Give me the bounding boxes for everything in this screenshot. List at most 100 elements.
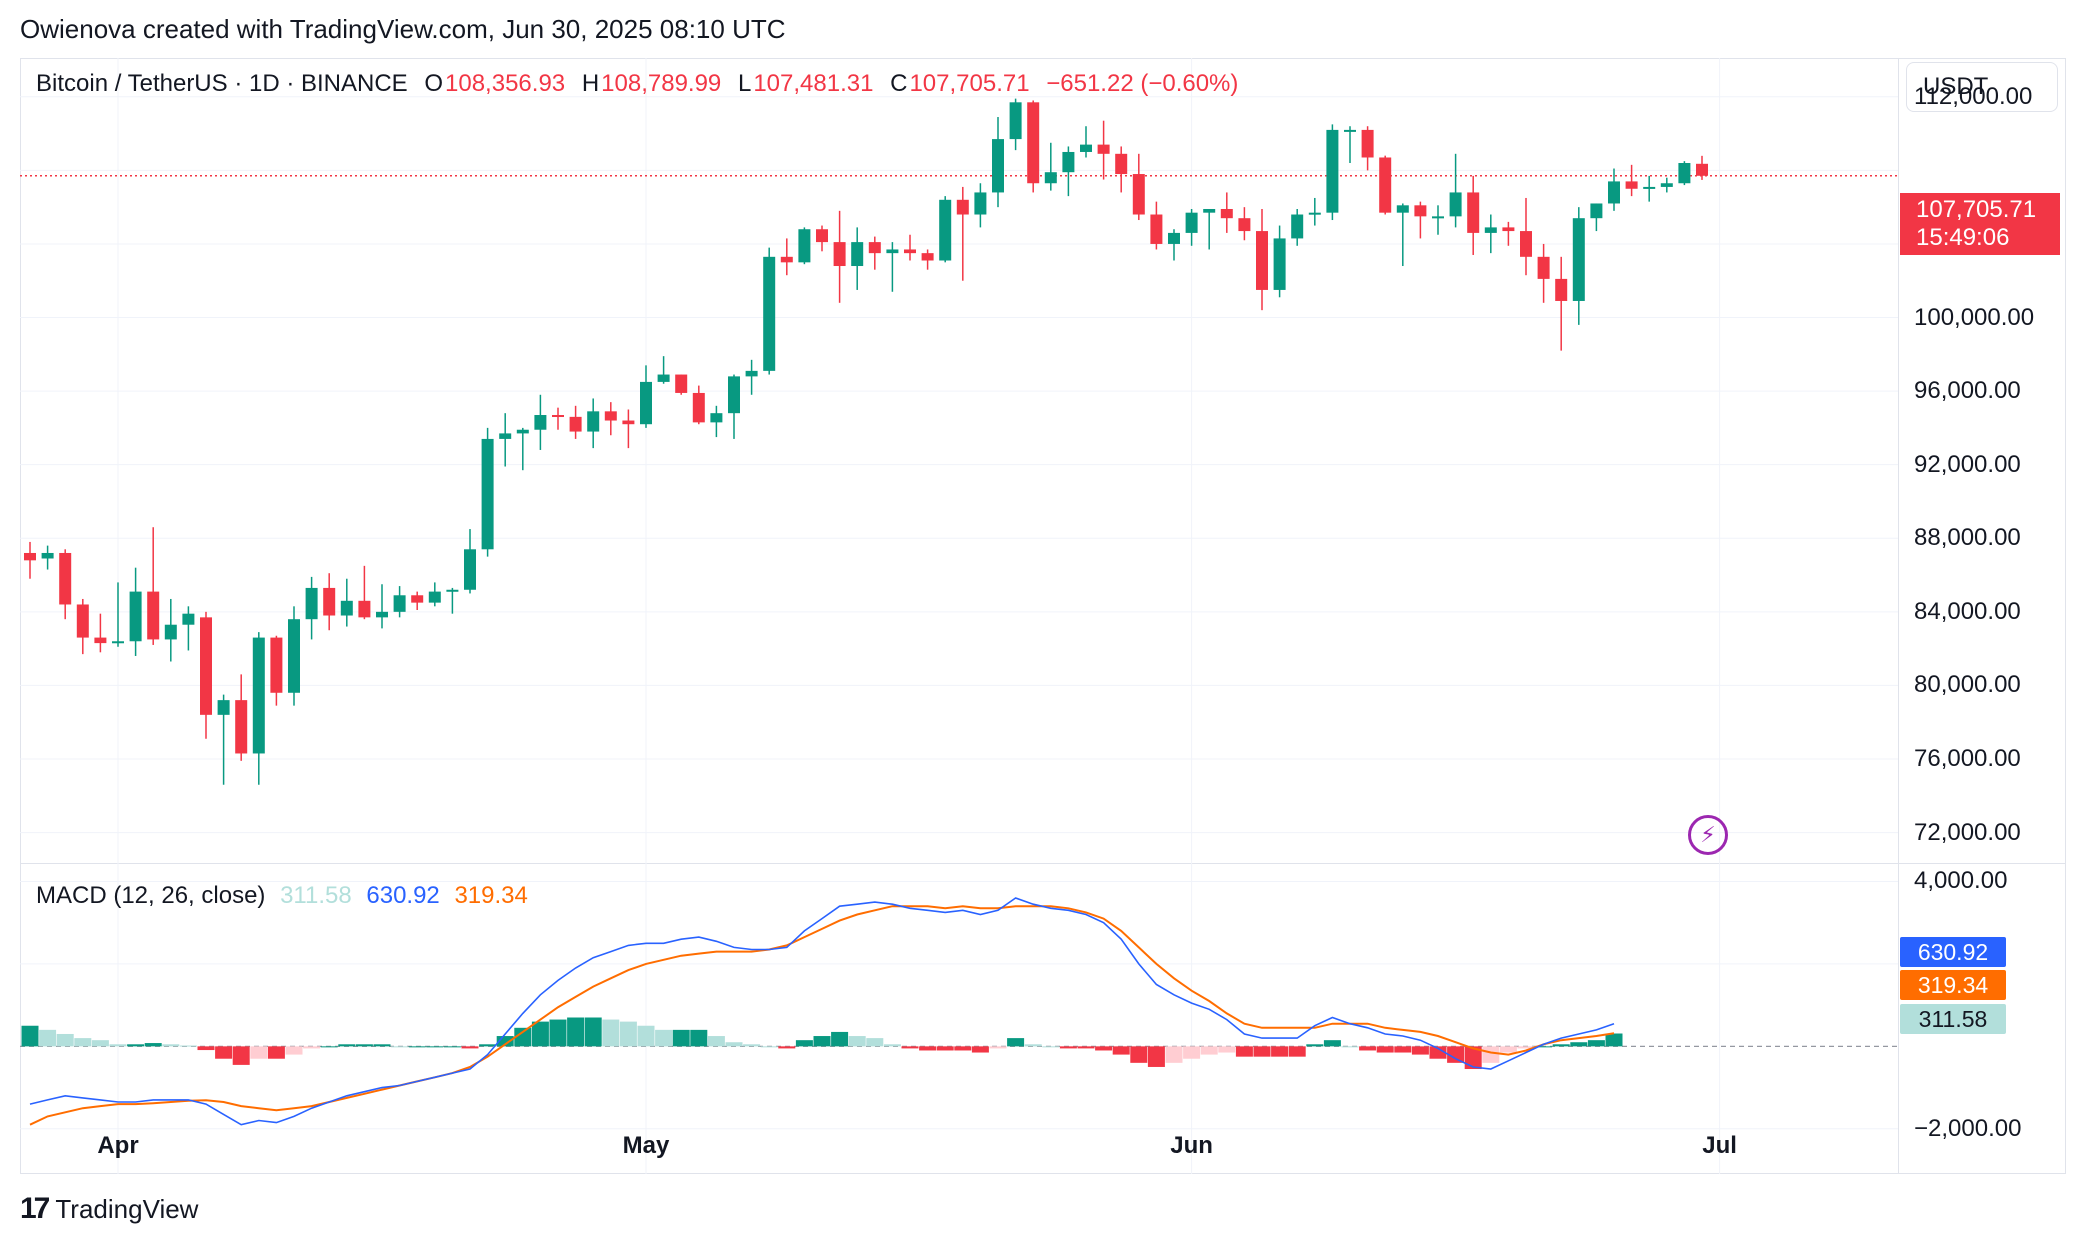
macd-histogram-bar xyxy=(408,1046,426,1048)
macd-histogram-bar xyxy=(461,1046,479,1049)
candle-body xyxy=(1484,227,1497,233)
candle-body xyxy=(428,591,441,603)
candle-body xyxy=(939,199,952,261)
candle-body xyxy=(1344,129,1356,132)
last-price-tag: 107,705.71 15:49:06 xyxy=(1900,193,2060,255)
candle-body xyxy=(411,595,424,603)
lightning-icon[interactable]: ⚡ xyxy=(1688,815,1728,855)
macd-histogram-bar xyxy=(1253,1046,1271,1057)
candle-body xyxy=(534,415,547,430)
macd-histogram-bar xyxy=(514,1027,532,1047)
macd-histogram-bar xyxy=(1130,1046,1148,1063)
candle-body xyxy=(481,438,494,550)
candle-body xyxy=(446,589,459,592)
macd-histogram-bar xyxy=(338,1044,356,1047)
high-value: 108,789.99 xyxy=(601,70,722,97)
candle-body xyxy=(1080,144,1092,152)
macd-histogram-bar xyxy=(74,1038,92,1047)
macd-histogram-bar xyxy=(1165,1046,1183,1063)
candle-body xyxy=(112,641,124,644)
chart-attribution: Owienova created with TradingView.com, J… xyxy=(20,14,786,44)
candle-body xyxy=(1537,256,1550,279)
candle-body xyxy=(1185,212,1198,233)
macd-histogram-bar xyxy=(971,1046,989,1053)
symbol-name[interactable]: Bitcoin / TetherUS · 1D · BINANCE xyxy=(36,70,408,97)
candle-body xyxy=(1291,214,1304,239)
candle-body xyxy=(745,370,758,377)
macd-histogram-bar xyxy=(355,1044,373,1047)
candle-body xyxy=(270,637,283,693)
macd-histogram-bar xyxy=(179,1045,197,1047)
candle-body xyxy=(956,199,969,215)
open-label: O xyxy=(424,70,444,97)
macd-histogram-bar xyxy=(21,1025,39,1047)
candle-body xyxy=(1115,153,1128,175)
macd-histogram-bar xyxy=(637,1025,655,1047)
macd-histogram-bar xyxy=(1552,1044,1570,1047)
candle-body xyxy=(217,700,230,715)
time-axis-label: May xyxy=(622,1132,670,1159)
macd-histogram-bar xyxy=(1376,1046,1394,1053)
macd-histogram-bar xyxy=(655,1029,673,1047)
price-axis-label: 88,000.00 xyxy=(1914,524,2021,552)
candle-body xyxy=(552,415,564,418)
candle-body xyxy=(851,242,864,267)
macd-histogram-bar xyxy=(1288,1046,1306,1057)
macd-histogram-bar xyxy=(901,1046,919,1049)
macd-title[interactable]: MACD (12, 26, close) xyxy=(36,882,266,909)
candle-body xyxy=(1308,212,1321,215)
candle-body xyxy=(675,374,688,393)
macd-histogram-bar xyxy=(778,1046,796,1049)
price-axis-label: 96,000.00 xyxy=(1914,377,2021,405)
macd-histogram-bar xyxy=(602,1019,620,1047)
tradingview-brand: 17 TradingView xyxy=(20,1192,198,1226)
macd-histogram-bar xyxy=(831,1031,849,1047)
macd-histogram-bar xyxy=(989,1046,1007,1049)
candle-body xyxy=(1361,129,1374,158)
candle-body xyxy=(1467,192,1480,233)
macd-histogram-bar xyxy=(320,1046,338,1048)
macd-histogram xyxy=(21,1017,1623,1070)
candle-body xyxy=(1238,218,1251,232)
candle-body xyxy=(499,433,512,439)
macd-histogram-bar xyxy=(549,1019,567,1047)
grid-lines xyxy=(20,58,1898,1174)
tradingview-logo-icon: 17 xyxy=(20,1192,50,1225)
macd-histogram-bar xyxy=(954,1046,972,1051)
macd-histogram-bar xyxy=(426,1046,444,1048)
candle-body xyxy=(640,381,652,425)
candle-body xyxy=(1449,192,1462,217)
quote-currency-button[interactable]: USDT xyxy=(1906,62,2058,112)
macd-histogram-bar xyxy=(1394,1046,1412,1053)
macd-histogram-bar xyxy=(443,1046,461,1048)
macd-histogram-bar xyxy=(1411,1046,1429,1055)
candle-body xyxy=(780,256,793,263)
candle-body xyxy=(393,595,406,612)
macd-histogram-bar xyxy=(109,1044,127,1047)
candle-body xyxy=(657,374,670,382)
macd-histogram-bar xyxy=(866,1038,884,1047)
candle-body xyxy=(1696,163,1708,176)
macd-axis-label: 4,000.00 xyxy=(1914,867,2008,895)
candle-body xyxy=(182,613,195,625)
candle-body xyxy=(1396,205,1409,213)
macd-line xyxy=(29,897,1615,1126)
candle-body xyxy=(59,552,72,605)
macd-histogram-bar xyxy=(1042,1046,1060,1048)
candle-body xyxy=(1625,181,1638,189)
candle-body xyxy=(1044,172,1057,184)
candle-body xyxy=(1432,216,1444,219)
candle-body xyxy=(1132,174,1145,215)
candle-body xyxy=(886,249,899,254)
macd-histogram-bar xyxy=(144,1043,162,1047)
macd-histogram-bar xyxy=(707,1036,725,1047)
macd-histogram-bar xyxy=(496,1036,514,1047)
candle-body xyxy=(1203,208,1216,213)
macd-histogram-bar xyxy=(1499,1046,1517,1053)
candle-body xyxy=(692,392,705,423)
macd-histogram-bar xyxy=(162,1044,180,1047)
candle-body xyxy=(569,416,582,432)
open-value: 108,356.93 xyxy=(445,70,566,97)
candle-body xyxy=(1062,151,1075,173)
